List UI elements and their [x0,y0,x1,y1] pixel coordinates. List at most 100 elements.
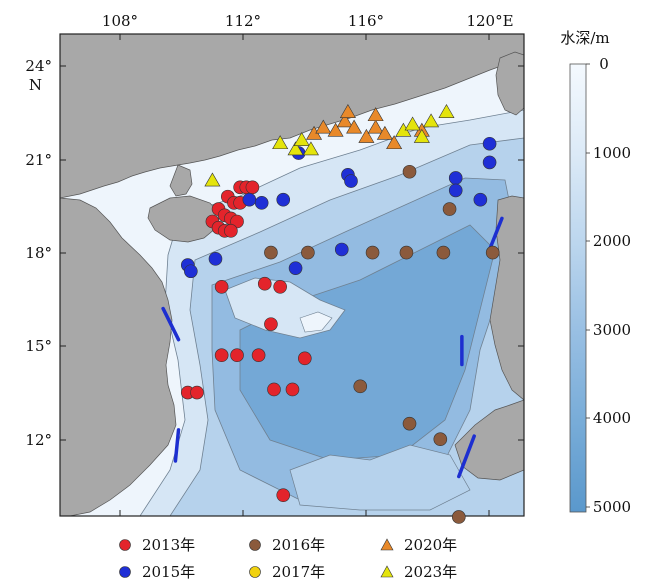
legend-label-2015: 2015年 [142,563,196,581]
boundary-dash [161,306,181,342]
lat-label-21: 21° [25,151,52,169]
station-marker-2013 [245,180,260,195]
bathymetry-map: 108° 112° 116° 120°E 24° N 21° 18° 15° 1… [25,12,631,524]
colorbar-tick-5000: 5000 [593,498,631,516]
colorbar-tick-3000: 3000 [593,321,631,339]
station-marker-2015 [208,252,223,266]
colorbar-tick-1000: 1000 [593,144,631,162]
legend-marker-2020 [380,537,394,550]
land-leizhou [169,164,193,197]
legend-marker-2017 [249,565,261,578]
boundary-dash [173,428,181,463]
lon-label-112: 112° [225,12,261,30]
station-marker-2020 [367,107,384,122]
station-marker-2015 [473,192,488,207]
station-marker-2023 [423,113,440,128]
station-marker-2015 [184,264,198,279]
axis-ticks [60,34,524,516]
legend-item-2017: 2017年 [248,561,325,582]
station-marker-2020 [339,104,356,118]
legend-marker-2023 [380,564,394,577]
station-marker-2016 [365,245,380,260]
legend-item-2023: 2023年 [380,561,457,582]
station-marker-2013 [224,224,238,238]
station-marker-2016 [353,379,368,394]
boundary-dash-layer [161,216,504,479]
legend-item-2016: 2016年 [248,534,325,555]
land-luzon [489,195,524,401]
station-marker-2015 [482,155,497,170]
station-marker-2020 [327,122,344,137]
station-marker-2016 [485,245,500,260]
station-marker-2020 [315,119,332,134]
station-marker-2016 [399,245,414,260]
station-marker-2015 [334,242,349,257]
station-marker-2015 [344,174,358,188]
station-marker-2020 [367,119,384,134]
station-marker-2020 [358,128,375,143]
legend: 2013年 2016年 2020年 2015年 2017年 2023年 [0,528,650,587]
station-layer [180,104,500,524]
station-marker-2013 [267,382,281,397]
map-area [60,34,524,516]
station-marker-2016 [433,432,448,447]
station-marker-2013 [251,348,266,363]
station-marker-2013 [273,280,287,294]
depth-colorbar: 水深/m 0 1000 2000 3000 4000 5000 [560,29,631,516]
lat-label-12: 12° [25,431,52,449]
station-marker-2023 [272,135,289,150]
legend-marker-2015 [119,565,131,578]
station-marker-2015 [482,136,497,151]
legend-item-2013: 2013年 [118,534,195,555]
legend-label-2017: 2017年 [272,563,326,581]
station-marker-2016 [264,245,278,260]
station-marker-2023 [204,172,221,187]
station-marker-2016 [402,164,417,179]
station-marker-2013 [264,317,278,331]
map-frame [59,33,525,517]
station-marker-2020 [336,113,353,128]
station-marker-2016 [301,245,315,260]
station-marker-2013 [257,276,272,291]
legend-marker-2013 [119,538,131,551]
lat-label-n: N [29,76,42,94]
station-marker-2013 [214,348,229,363]
station-marker-2015 [288,261,303,275]
station-marker-2020 [346,119,363,134]
legend-item-2020: 2020年 [380,534,457,555]
station-marker-2013 [276,488,291,502]
station-marker-2023 [404,116,421,131]
station-marker-2013 [190,385,204,400]
colorbar-tick-0: 0 [599,55,609,73]
colorbar-tick-2000: 2000 [593,232,631,250]
station-marker-2015 [276,192,291,207]
colorbar-title: 水深/m [560,29,609,47]
station-marker-2015 [448,171,463,185]
lon-label-120: 120°E [466,12,513,30]
station-marker-2016 [451,510,466,524]
station-marker-2023 [438,104,455,118]
legend-label-2023: 2023年 [404,563,458,581]
lat-label-15: 15° [25,337,52,355]
land-taiwan [495,51,524,116]
land-palawan [454,399,524,481]
land-south-china [60,34,524,199]
station-marker-2020 [386,135,403,150]
station-marker-2020 [376,125,393,140]
legend-label-2013: 2013年 [142,536,196,554]
legend-label-2016: 2016年 [272,536,326,554]
legend-marker-2016 [249,538,261,551]
boundary-dash [457,434,476,479]
land-indochina [60,197,177,516]
land-hainan [147,195,221,243]
station-marker-2016 [436,245,451,260]
station-marker-2013 [214,280,229,294]
lat-label-18: 18° [25,244,52,262]
station-marker-2016 [442,202,457,216]
lon-label-116: 116° [348,12,384,30]
boundary-dash [487,216,504,252]
station-marker-2023 [293,132,310,146]
station-marker-2023 [302,141,319,156]
depth-zone-4000m [239,224,496,461]
station-marker-2015 [242,192,257,207]
